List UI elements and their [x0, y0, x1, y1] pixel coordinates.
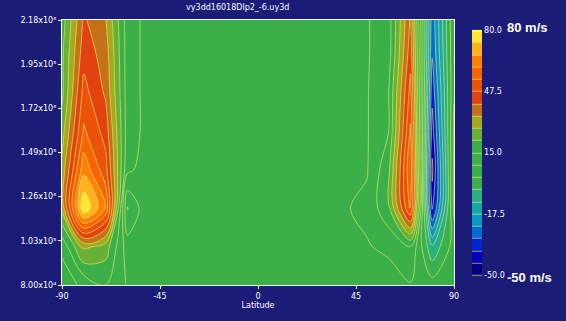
svg-text:90: 90 — [449, 292, 459, 301]
svg-text:15.0: 15.0 — [484, 148, 502, 157]
svg-text:1.49x10⁵: 1.49x10⁵ — [20, 148, 56, 157]
svg-text:-45: -45 — [153, 292, 166, 301]
svg-text:8.00x10⁴: 8.00x10⁴ — [20, 281, 56, 290]
svg-text:-17.5: -17.5 — [484, 210, 505, 219]
svg-text:1.72x10⁵: 1.72x10⁵ — [20, 104, 56, 113]
svg-text:45: 45 — [351, 292, 361, 301]
svg-text:-50 m/s: -50 m/s — [507, 270, 552, 285]
svg-text:0: 0 — [255, 292, 260, 301]
svg-text:1.26x10⁵: 1.26x10⁵ — [20, 192, 56, 201]
svg-text:1.95x10⁵: 1.95x10⁵ — [20, 60, 56, 69]
svg-text:2.18x10⁵: 2.18x10⁵ — [20, 16, 56, 25]
svg-text:-50.0: -50.0 — [484, 271, 505, 280]
svg-text:80 m/s: 80 m/s — [507, 20, 547, 35]
svg-text:Latitude: Latitude — [242, 301, 275, 310]
svg-text:1.03x10⁵: 1.03x10⁵ — [20, 237, 56, 246]
svg-text:-90: -90 — [55, 292, 68, 301]
svg-text:vy3dd16018Dlp2_-6.uy3d: vy3dd16018Dlp2_-6.uy3d — [186, 3, 289, 12]
svg-text:47.5: 47.5 — [484, 87, 502, 96]
svg-text:80.0: 80.0 — [484, 26, 502, 35]
